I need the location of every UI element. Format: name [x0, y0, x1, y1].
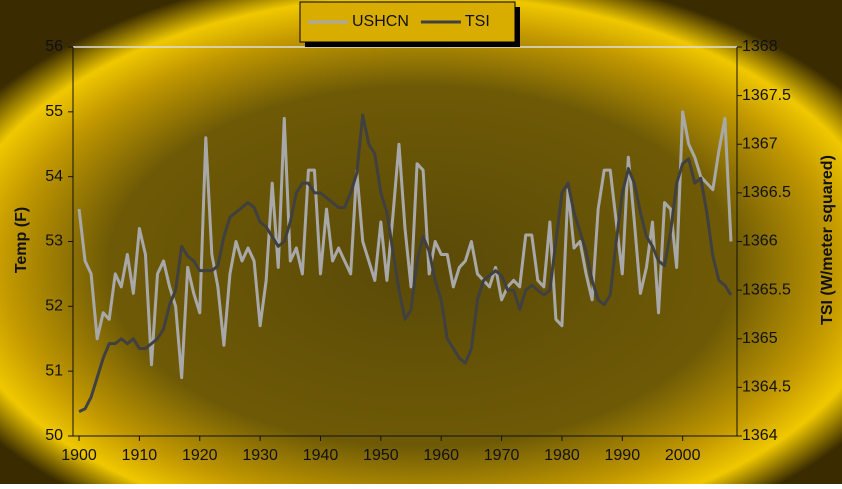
y-tick-label: 51 [45, 362, 63, 379]
x-tick-label: 1940 [303, 447, 339, 464]
x-tick-label: 1910 [122, 447, 158, 464]
y2-tick-label: 1366 [742, 233, 778, 250]
x-tick-label: 1990 [605, 447, 641, 464]
y2-tick-label: 1364 [742, 427, 778, 444]
y2-tick-label: 1365.5 [742, 281, 791, 298]
y2-tick-label: 1368 [742, 38, 778, 55]
x-tick-label: 1970 [484, 447, 520, 464]
y-tick-label: 56 [45, 38, 63, 55]
x-tick-label: 1960 [423, 447, 459, 464]
y-tick-label: 52 [45, 298, 63, 315]
legend-label: USHCN [352, 13, 409, 30]
y-tick-label: 50 [45, 427, 63, 444]
x-tick-label: 1980 [544, 447, 580, 464]
x-tick-label: 2000 [665, 447, 701, 464]
legend-label: TSI [465, 13, 490, 30]
y2-tick-label: 1364.5 [742, 379, 791, 396]
y2-tick-label: 1365 [742, 330, 778, 347]
y-tick-label: 54 [45, 168, 63, 185]
y-tick-label: 53 [45, 233, 63, 250]
x-tick-label: 1920 [182, 447, 218, 464]
series-line [78, 113, 733, 414]
y2-tick-label: 1367.5 [742, 87, 791, 104]
y-tick-label: 55 [45, 103, 63, 120]
series-line [77, 110, 733, 380]
y2-tick-label: 1366.5 [742, 184, 791, 201]
x-tick-label: 1930 [242, 447, 278, 464]
x-tick-label: 1900 [61, 447, 97, 464]
x-tick-label: 1950 [363, 447, 399, 464]
y2-axis-label: TSI (W/meter squared) [819, 155, 836, 325]
y-axis-label: Temp (F) [13, 207, 30, 273]
y2-tick-label: 1367 [742, 135, 778, 152]
